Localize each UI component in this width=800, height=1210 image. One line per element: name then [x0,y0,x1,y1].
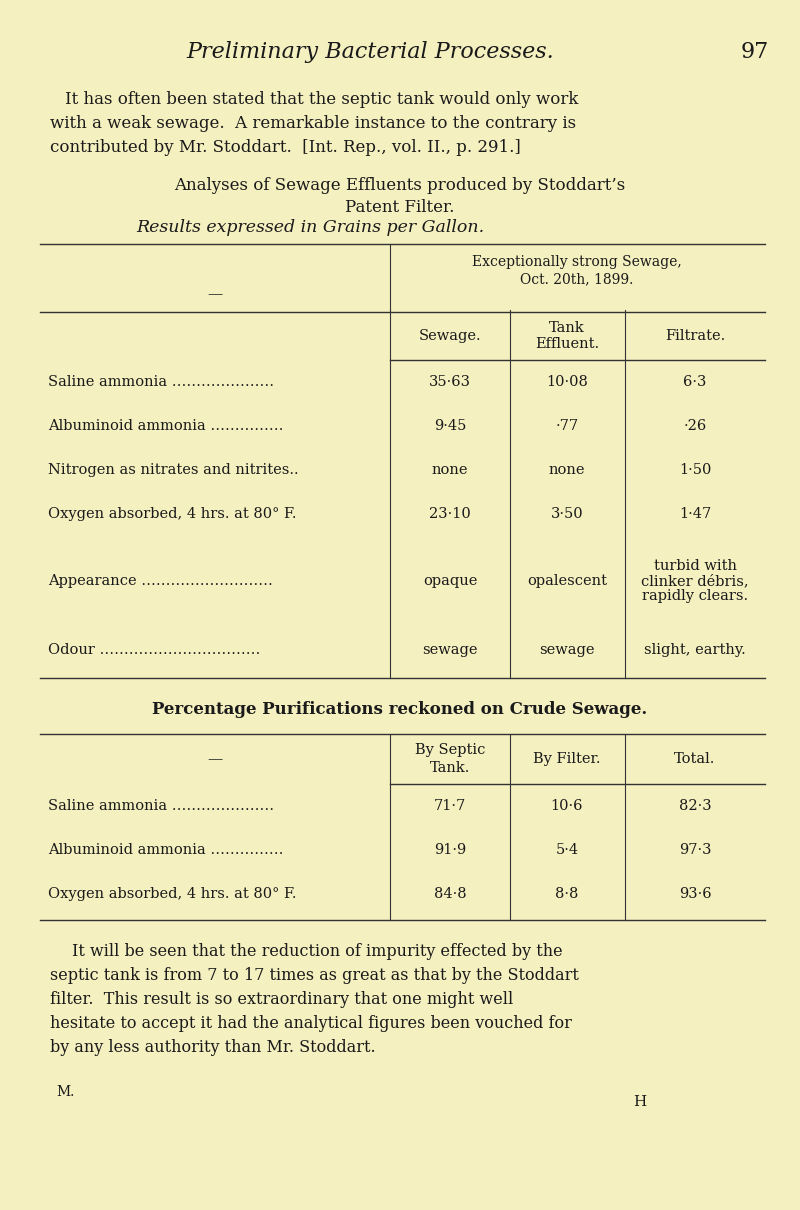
Text: septic tank is from 7 to 17 times as great as that by the Stoddart: septic tank is from 7 to 17 times as gre… [50,968,579,985]
Text: contributed by Mr. Stoddart.  [Int. Rep., vol. II., p. 291.]: contributed by Mr. Stoddart. [Int. Rep.,… [50,139,521,156]
Text: Albuminoid ammonia ……………: Albuminoid ammonia …………… [48,419,283,433]
Text: Albuminoid ammonia ……………: Albuminoid ammonia …………… [48,843,283,857]
Text: Sewage.: Sewage. [418,329,482,342]
Text: ·77: ·77 [555,419,578,433]
Text: Exceptionally strong Sewage,: Exceptionally strong Sewage, [472,255,682,269]
Text: M.: M. [56,1085,74,1099]
Text: By Filter.: By Filter. [534,751,601,766]
Text: 97: 97 [741,41,769,63]
Text: sewage: sewage [539,643,594,657]
Text: 5·4: 5·4 [555,843,578,857]
Text: 23·10: 23·10 [429,507,471,522]
Text: H: H [634,1095,646,1110]
Text: none: none [432,463,468,477]
Text: 97·3: 97·3 [678,843,711,857]
Text: filter.  This result is so extraordinary that one might well: filter. This result is so extraordinary … [50,991,514,1008]
Text: hesitate to accept it had the analytical figures been vouched for: hesitate to accept it had the analytical… [50,1015,572,1032]
Text: sewage: sewage [422,643,478,657]
Text: Preliminary Bacterial Processes.: Preliminary Bacterial Processes. [186,41,554,63]
Text: 1·50: 1·50 [679,463,711,477]
Text: Total.: Total. [674,751,716,766]
Text: Percentage Purifications reckoned on Crude Sewage.: Percentage Purifications reckoned on Cru… [152,702,648,719]
Text: Oct. 20th, 1899.: Oct. 20th, 1899. [520,272,634,286]
Text: none: none [549,463,586,477]
Text: Appearance ………………………: Appearance ……………………… [48,574,273,588]
Text: 9·45: 9·45 [434,419,466,433]
Text: Results expressed in Grains per Gallon.: Results expressed in Grains per Gallon. [136,219,484,236]
Text: By Septic: By Septic [415,743,485,757]
Text: 8·8: 8·8 [555,887,578,901]
Text: Oxygen absorbed, 4 hrs. at 80° F.: Oxygen absorbed, 4 hrs. at 80° F. [48,887,297,901]
Text: turbid with: turbid with [654,559,737,574]
Text: clinker débris,: clinker débris, [641,574,749,588]
Text: opaque: opaque [423,574,477,588]
Text: 91·9: 91·9 [434,843,466,857]
Text: 6·3: 6·3 [683,375,706,388]
Text: by any less authority than Mr. Stoddart.: by any less authority than Mr. Stoddart. [50,1039,376,1056]
Text: Tank.: Tank. [430,761,470,774]
Text: slight, earthy.: slight, earthy. [644,643,746,657]
Text: Oxygen absorbed, 4 hrs. at 80° F.: Oxygen absorbed, 4 hrs. at 80° F. [48,507,297,522]
Text: Saline ammonia …………………: Saline ammonia ………………… [48,375,274,388]
Text: 84·8: 84·8 [434,887,466,901]
Text: 93·6: 93·6 [678,887,711,901]
Text: 1·47: 1·47 [679,507,711,522]
Text: ·26: ·26 [683,419,706,433]
Text: —: — [207,287,222,301]
Text: 10·6: 10·6 [550,799,583,813]
Text: Filtrate.: Filtrate. [665,329,725,342]
Text: It will be seen that the reduction of impurity effected by the: It will be seen that the reduction of im… [72,944,562,961]
Text: with a weak sewage.  A remarkable instance to the contrary is: with a weak sewage. A remarkable instanc… [50,115,576,133]
Text: Odour ……………………………: Odour …………………………… [48,643,260,657]
Text: Tank: Tank [549,321,585,335]
Text: 3·50: 3·50 [550,507,583,522]
Text: Effluent.: Effluent. [535,338,599,351]
Text: 35·63: 35·63 [429,375,471,388]
Text: Patent Filter.: Patent Filter. [346,198,454,215]
Text: 10·08: 10·08 [546,375,588,388]
Text: 82·3: 82·3 [678,799,711,813]
Text: Analyses of Sewage Effluents produced by Stoddart’s: Analyses of Sewage Effluents produced by… [174,178,626,195]
Text: opalescent: opalescent [527,574,607,588]
Text: It has often been stated that the septic tank would only work: It has often been stated that the septic… [65,92,578,109]
Text: rapidly clears.: rapidly clears. [642,589,748,603]
Text: —: — [207,751,222,766]
Text: 71·7: 71·7 [434,799,466,813]
Text: Nitrogen as nitrates and nitrites..: Nitrogen as nitrates and nitrites.. [48,463,298,477]
Text: Saline ammonia …………………: Saline ammonia ………………… [48,799,274,813]
